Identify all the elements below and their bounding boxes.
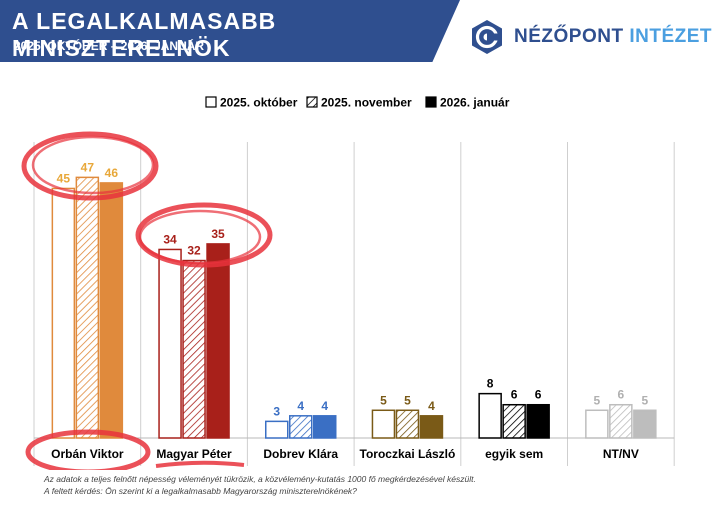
bar	[609, 403, 633, 439]
data-label: 8	[487, 377, 494, 391]
highlight-ellipse	[25, 429, 151, 470]
data-label: 6	[511, 388, 518, 402]
data-label: 4	[321, 399, 328, 413]
data-label: 3	[273, 404, 280, 418]
bar	[182, 259, 206, 439]
data-label: 32	[187, 244, 201, 258]
bar	[265, 420, 289, 439]
legend-item: 2026. január	[425, 96, 510, 110]
footnote-method: Az adatok a teljes felnőtt népesség véle…	[44, 474, 476, 484]
data-label: 46	[105, 166, 119, 180]
data-label: 5	[642, 393, 649, 407]
bar	[313, 415, 337, 439]
bar	[395, 409, 420, 439]
bar	[99, 182, 124, 439]
data-label: 6	[535, 388, 542, 402]
highlight-underline	[155, 460, 245, 468]
legend-swatch	[306, 96, 318, 108]
data-label: 5	[594, 393, 601, 407]
brand-name-part2: INTÉZET	[629, 26, 713, 47]
page-title: A LEGALKALMASABB MINISZTERELNÖK	[12, 8, 277, 61]
page-subtitle: 2025. OKTÓBER – 2026. JANUÁR	[14, 39, 205, 53]
data-label: 4	[428, 399, 435, 413]
category-label: Dobrev Klára	[263, 447, 338, 461]
highlight-ellipse	[135, 202, 273, 268]
legend-label: 2025. október	[220, 96, 298, 110]
category-label: Orbán Viktor	[51, 447, 124, 461]
data-label: 5	[380, 393, 387, 407]
legend-label: 2025. november	[321, 96, 412, 110]
bar	[419, 415, 444, 439]
header-banner: A LEGALKALMASABB MINISZTERELNÖK 2025. OK…	[0, 0, 460, 62]
legend-label: 2026. január	[440, 96, 510, 110]
category-label: Magyar Péter	[156, 447, 232, 461]
highlight-ellipse	[138, 209, 262, 265]
legend-item: 2025. november	[306, 96, 412, 110]
legend-item: 2025. október	[205, 96, 298, 110]
bar	[371, 409, 396, 439]
category-label: NT/NV	[603, 447, 639, 461]
bar	[51, 187, 76, 439]
bar	[75, 176, 100, 439]
nezopont-logo-icon	[472, 20, 502, 54]
category-label: Toroczkai László	[360, 447, 456, 461]
bar-chart: 2025. október 2025. november 2026. január 4…	[21, 96, 675, 470]
bar	[289, 415, 313, 439]
data-label: 45	[57, 171, 71, 185]
data-label: 47	[81, 160, 95, 174]
legend-swatch	[205, 96, 217, 108]
bar	[502, 403, 526, 439]
bar	[585, 409, 609, 439]
highlight-ellipse	[21, 131, 159, 201]
brand-name-part1: NÉZŐPONT	[514, 26, 624, 47]
highlight-ellipse	[31, 135, 155, 195]
data-label: 34	[163, 232, 177, 246]
data-label: 4	[297, 399, 304, 413]
category-label: egyik sem	[485, 447, 543, 461]
legend-swatch	[425, 96, 437, 108]
bar	[158, 248, 182, 439]
bar	[633, 409, 657, 439]
brand-name: NÉZŐPONT INTÉZET	[514, 26, 712, 48]
bar	[206, 243, 230, 439]
footnote-question: A feltett kérdés: Ön szerint ki a legalk…	[44, 486, 357, 496]
bar	[526, 403, 550, 439]
data-label: 5	[404, 393, 411, 407]
data-label: 6	[618, 388, 625, 402]
data-label: 35	[211, 227, 225, 241]
bar	[478, 392, 502, 439]
